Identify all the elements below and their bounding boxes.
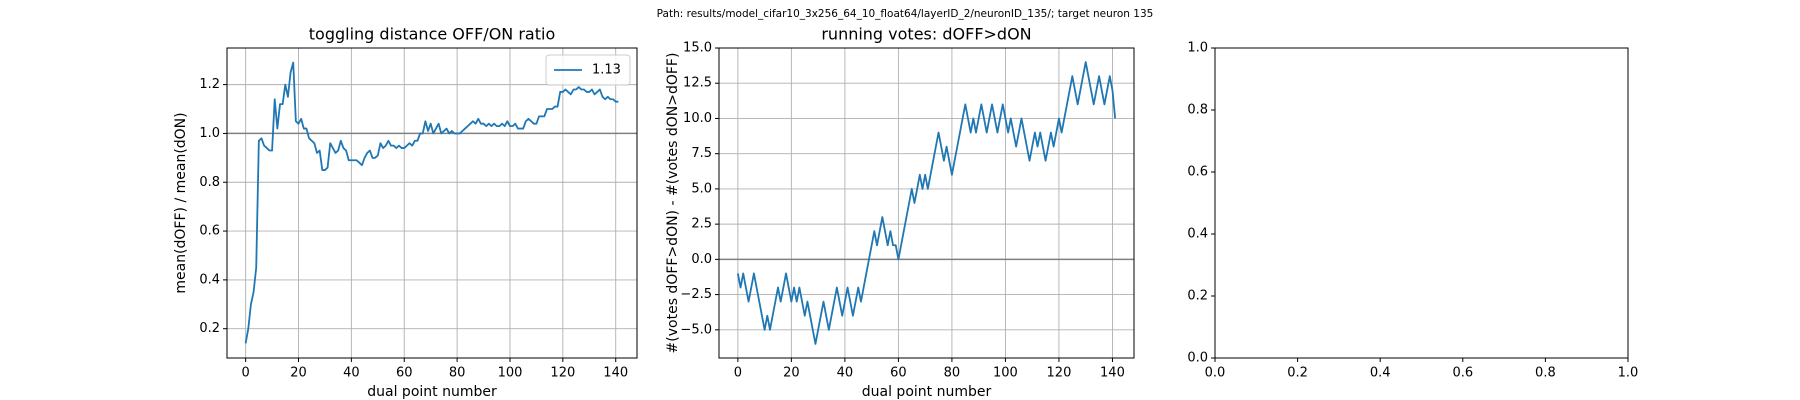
x-axis-label: dual point number (367, 384, 497, 400)
y-tick-label: 0.4 (199, 272, 220, 287)
chart-title: running votes: dOFF>dON (821, 25, 1031, 44)
x-tick-label: 20 (290, 366, 307, 381)
y-tick-label: 5.0 (691, 181, 712, 196)
x-tick-label: 100 (498, 366, 523, 381)
chart-title: toggling distance OFF/ON ratio (309, 25, 555, 44)
y-tick-label: 12.5 (683, 76, 712, 91)
x-tick-label: 40 (837, 366, 854, 381)
x-tick-label: 0.2 (1287, 366, 1308, 381)
x-tick-label: 120 (550, 366, 575, 381)
y-axis-label: mean(dOFF) / mean(dON) (173, 112, 189, 293)
y-tick-label: 0.0 (691, 252, 712, 267)
x-axis-label: dual point number (862, 384, 992, 400)
x-tick-label: 60 (396, 366, 413, 381)
y-tick-label: 15.0 (683, 41, 712, 56)
x-tick-label: 0.4 (1370, 366, 1391, 381)
data-line (244, 61, 619, 344)
y-tick-label: 1.0 (1187, 41, 1208, 56)
y-tick-label: 0.2 (1187, 289, 1208, 304)
y-tick-label: 10.0 (683, 111, 712, 126)
y-tick-label: 0.2 (199, 321, 220, 336)
y-tick-label: 7.5 (691, 146, 712, 161)
x-tick-label: 140 (603, 366, 628, 381)
x-tick-label: 0 (734, 366, 742, 381)
y-tick-label: −5.0 (680, 322, 712, 337)
x-tick-label: 60 (890, 366, 907, 381)
x-tick-label: 80 (944, 366, 961, 381)
x-tick-label: 100 (993, 366, 1018, 381)
x-tick-label: 40 (343, 366, 360, 381)
axes-frame (718, 47, 1135, 359)
figure-title: Path: results/model_cifar10_3x256_64_10_… (657, 8, 1154, 20)
axes-frame (1214, 47, 1629, 359)
x-tick-label: 0.6 (1452, 366, 1473, 381)
data-line (736, 61, 1117, 345)
x-tick-label: 140 (1100, 366, 1125, 381)
y-tick-label: 0.0 (1187, 351, 1208, 366)
legend-label: 1.13 (592, 63, 621, 78)
y-tick-label: 0.8 (1187, 103, 1208, 118)
legend-box (545, 54, 631, 86)
x-tick-label: 0.8 (1535, 366, 1556, 381)
y-tick-label: 1.0 (199, 126, 220, 141)
x-tick-label: 0 (241, 366, 249, 381)
x-tick-label: 20 (783, 366, 800, 381)
y-tick-label: 0.6 (199, 224, 220, 239)
y-tick-label: 0.6 (1187, 165, 1208, 180)
x-tick-label: 120 (1047, 366, 1072, 381)
axes-frame (226, 47, 638, 359)
x-tick-label: 0.0 (1205, 366, 1226, 381)
x-tick-label: 1.0 (1618, 366, 1639, 381)
y-axis-label: #(votes dOFF>dON) - #(votes dON>dOFF) (665, 53, 681, 354)
y-tick-label: 0.8 (199, 175, 220, 190)
x-tick-label: 80 (449, 366, 466, 381)
y-tick-label: −2.5 (680, 287, 712, 302)
y-tick-label: 0.4 (1187, 227, 1208, 242)
y-tick-label: 2.5 (691, 217, 712, 232)
y-tick-label: 1.2 (199, 77, 220, 92)
